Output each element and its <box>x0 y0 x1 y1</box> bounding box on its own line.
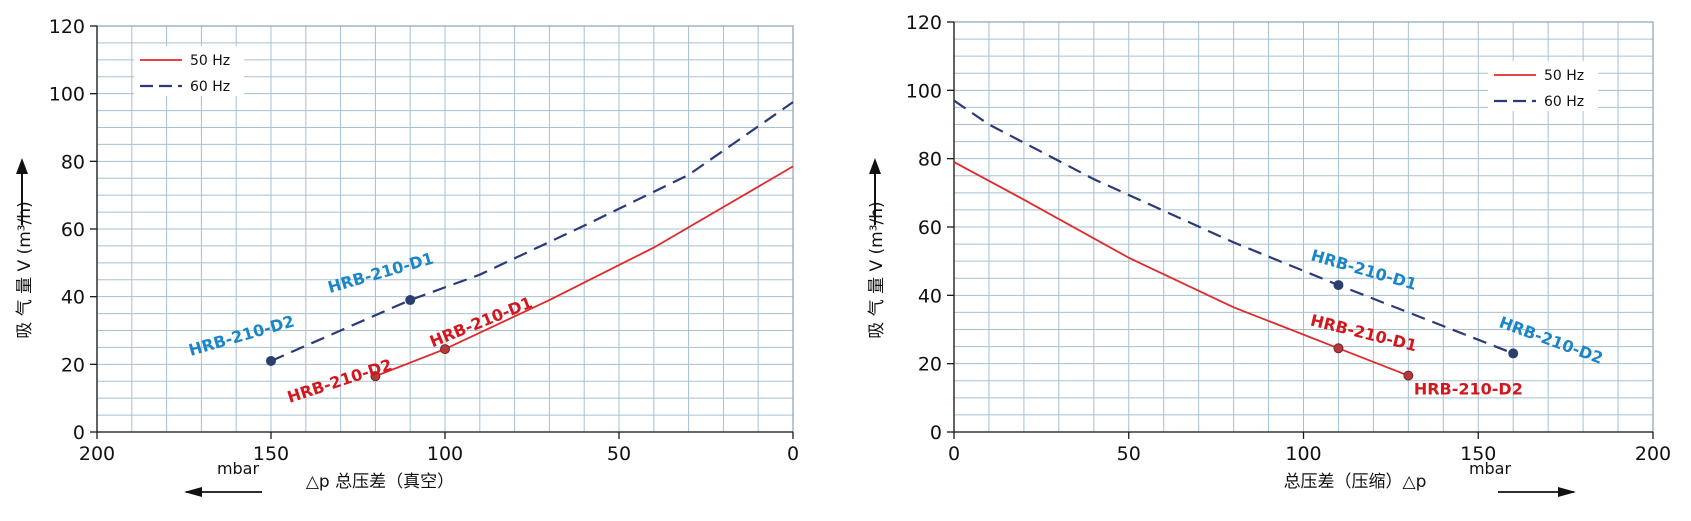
y-tick-label: 120 <box>906 12 942 34</box>
y-tick-label: 60 <box>61 219 85 241</box>
x-tick-label: 100 <box>1285 443 1321 465</box>
series-line-60hz <box>270 101 794 362</box>
model-point <box>1403 370 1414 381</box>
model-point <box>266 355 276 366</box>
x-tick-label: 50 <box>1117 443 1141 465</box>
x-tick-label: 0 <box>787 443 799 465</box>
x-tick-label: 0 <box>948 443 960 465</box>
y-tick-label: 120 <box>49 16 85 38</box>
model-label: HRB-210-D2 <box>1414 380 1523 399</box>
legend-background <box>1488 61 1598 111</box>
model-point <box>1333 343 1344 354</box>
legend: 50 Hz 60 Hz <box>134 46 244 96</box>
model-label: HRB-210-D1 <box>1309 311 1419 356</box>
model-point <box>405 295 416 306</box>
right-arrow-icon <box>1558 487 1576 497</box>
legend-label: 60 Hz <box>190 79 230 95</box>
series-line-50hz <box>375 165 794 378</box>
chart-1: 0 20 40 60 80 100 120 200 150 100 50 0 吸 气 量 V (m³/h… <box>15 16 799 497</box>
series-line-50hz <box>953 161 1409 377</box>
model-point <box>1333 280 1344 291</box>
x-tick-label: 100 <box>427 443 463 465</box>
chart-2: 0 20 40 60 80 100 120 0 50 100 150 200 吸 气 量 V (m³/h… <box>867 12 1671 497</box>
model-label: HRB-210-D1 <box>427 293 535 351</box>
legend: 50 Hz 60 Hz <box>1488 61 1598 111</box>
model-point <box>1508 348 1519 359</box>
y-tick-label: 80 <box>918 149 942 171</box>
up-arrow-icon <box>16 158 28 174</box>
unit-label: mbar <box>217 459 260 478</box>
y-tick-label: 0 <box>73 422 85 444</box>
grid <box>96 25 794 433</box>
x-tick-label: 50 <box>607 443 631 465</box>
left-arrow-icon <box>184 487 202 497</box>
y-axis-title: 吸 气 量 V (m³/h) <box>867 201 887 338</box>
y-tick-label: 20 <box>61 354 85 376</box>
legend-background <box>134 46 244 96</box>
legend-label: 60 Hz <box>1544 94 1584 110</box>
x-tick-label: 200 <box>1635 443 1671 465</box>
x-tick-label: 150 <box>1460 443 1496 465</box>
series-line-60hz <box>953 99 1514 355</box>
y-axis-title: 吸 气 量 V (m³/h) <box>15 201 35 338</box>
model-point <box>440 344 450 355</box>
y-tick-label: 40 <box>61 287 85 309</box>
y-tick-label: 60 <box>918 217 942 239</box>
x-tick-label: 150 <box>253 443 289 465</box>
x-axis-title: △p 总压差（真空） <box>306 472 454 492</box>
x-axis-title: 总压差（压缩）△p <box>1284 472 1427 492</box>
y-tick-label: 100 <box>906 80 942 102</box>
legend-label: 50 Hz <box>1544 68 1584 84</box>
model-label: HRB-210-D2 <box>186 312 296 360</box>
y-tick-label: 0 <box>930 422 942 444</box>
grid <box>953 21 1654 433</box>
y-tick-label: 20 <box>918 354 942 376</box>
y-tick-label: 40 <box>918 285 942 307</box>
model-point <box>370 371 381 382</box>
model-label: HRB-210-D1 <box>326 249 436 297</box>
legend-label: 50 Hz <box>190 53 230 69</box>
model-label: HRB-210-D1 <box>1309 246 1419 294</box>
y-tick-label: 100 <box>49 84 85 106</box>
y-tick-label: 80 <box>61 151 85 173</box>
unit-label: mbar <box>1469 459 1512 478</box>
up-arrow-icon <box>869 158 881 174</box>
x-tick-label: 200 <box>79 443 115 465</box>
